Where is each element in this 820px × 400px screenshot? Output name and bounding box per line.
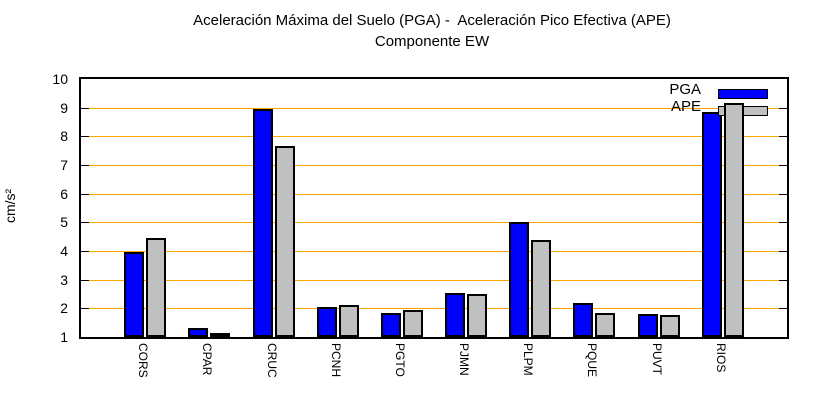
x-tick-label: CORS — [136, 343, 150, 378]
x-tick-label: PGTO — [393, 343, 407, 377]
y-tick-mark-left — [81, 251, 89, 252]
bar-ape-cpar — [210, 333, 230, 337]
y-axis-label: cm/s² — [2, 188, 18, 224]
y-tick-mark-right — [779, 165, 787, 166]
gridline — [81, 108, 787, 109]
legend-swatch-pga — [718, 89, 768, 99]
y-tick-mark-right — [779, 308, 787, 309]
bar-ape-cors — [146, 238, 166, 337]
bar-ape-cruc — [275, 146, 295, 337]
x-tick-label: PUVT — [650, 343, 664, 376]
y-tick-mark-right — [779, 108, 787, 109]
bar-ape-puvt — [660, 315, 680, 337]
y-tick-mark-left — [81, 165, 89, 166]
y-tick-mark-right — [779, 251, 787, 252]
y-tick-label: 3 — [60, 272, 68, 288]
bar-ape-pque — [595, 313, 615, 337]
y-tick-mark-left — [81, 222, 89, 223]
y-tick-label: 7 — [60, 157, 68, 173]
chart-title: Aceleración Máxima del Suelo (PGA) - Ace… — [193, 12, 671, 29]
y-tick-mark-left — [81, 194, 89, 195]
y-tick-mark-right — [779, 194, 787, 195]
bar-pga-cpar — [188, 328, 208, 337]
chart-subtitle: Componente EW — [374, 33, 490, 50]
x-tick-label: PCNH — [329, 343, 343, 378]
gridline — [81, 194, 787, 195]
y-tick-label: 8 — [60, 128, 68, 144]
bar-pga-pque — [573, 303, 593, 337]
legend-label-pga: PGA — [669, 81, 701, 98]
bar-pga-pcnh — [317, 307, 337, 337]
y-tick-label: 5 — [60, 214, 68, 230]
y-tick-label: 10 — [52, 71, 68, 87]
bar-ape-pgto — [403, 310, 423, 337]
bar-ape-pjmn — [467, 294, 487, 337]
y-tick-mark-right — [779, 280, 787, 281]
bar-ape-rios — [724, 103, 744, 337]
bar-pga-pjmn — [445, 293, 465, 337]
x-tick-label: CPAR — [200, 343, 214, 376]
y-tick-label: 9 — [60, 100, 68, 116]
x-tick-label: CRUC — [265, 343, 279, 378]
plot-area: PGA APE — [79, 77, 789, 339]
x-tick-label: RIOS — [714, 343, 728, 373]
y-tick-mark-left — [81, 308, 89, 309]
gridline — [81, 165, 787, 166]
y-tick-label: 6 — [60, 186, 68, 202]
y-tick-mark-left — [81, 108, 89, 109]
y-tick-label: 4 — [60, 243, 68, 259]
y-tick-mark-right — [779, 136, 787, 137]
legend: PGA APE — [81, 79, 787, 337]
y-tick-label: 1 — [60, 329, 68, 345]
gridline — [81, 308, 787, 309]
legend-label-ape: APE — [670, 98, 701, 115]
x-tick-label: PJMN — [457, 343, 471, 376]
bar-ape-plpm — [531, 240, 551, 337]
bar-pga-rios — [702, 112, 722, 337]
bar-pga-pgto — [381, 313, 401, 337]
y-tick-mark-left — [81, 280, 89, 281]
x-tick-label: PQUE — [585, 343, 599, 378]
gridline — [81, 136, 787, 137]
y-tick-mark-right — [779, 222, 787, 223]
bar-pga-plpm — [509, 222, 529, 337]
gridline — [81, 251, 787, 252]
gridline — [81, 222, 787, 223]
gridline — [81, 280, 787, 281]
y-tick-label: 2 — [60, 300, 68, 316]
y-tick-mark-left — [81, 136, 89, 137]
bar-pga-cruc — [253, 109, 273, 337]
bar-ape-pcnh — [339, 305, 359, 337]
bar-pga-cors — [124, 252, 144, 337]
x-tick-label: PLPM — [521, 343, 535, 376]
bar-pga-puvt — [638, 314, 658, 337]
